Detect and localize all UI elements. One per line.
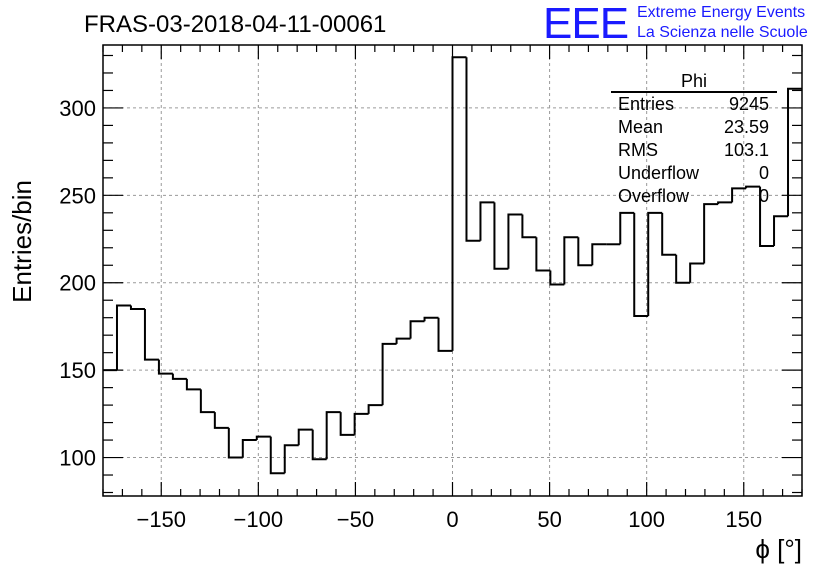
histogram-bin bbox=[507, 213, 523, 269]
eee-logo: EEE bbox=[543, 0, 629, 48]
y-tick-label: 100 bbox=[59, 446, 96, 471]
stats-label-underflow: Underflow bbox=[618, 163, 700, 183]
histogram-bin bbox=[549, 270, 565, 286]
histogram-bin bbox=[647, 211, 663, 316]
histogram-bin bbox=[731, 187, 747, 203]
histogram-bin bbox=[185, 378, 201, 391]
histogram-bin bbox=[759, 186, 775, 248]
brand-line-2: La Scienza nelle Scuole bbox=[637, 24, 808, 41]
histogram-bin bbox=[227, 427, 243, 459]
stats-value-rms: 103.1 bbox=[724, 140, 769, 160]
y-axis-label: Entries/bin bbox=[7, 180, 37, 303]
histogram-bin bbox=[311, 429, 327, 461]
histogram-bin bbox=[129, 305, 145, 310]
histogram-bin bbox=[283, 444, 299, 474]
histogram-bin bbox=[591, 243, 607, 266]
axis-ticks bbox=[102, 45, 803, 496]
x-tick-label: −150 bbox=[136, 507, 186, 532]
histogram-bin bbox=[353, 412, 369, 435]
histogram-bin bbox=[423, 316, 439, 322]
y-tick-labels: 100 150 200 250 300 bbox=[59, 96, 96, 471]
y-tick-label: 150 bbox=[59, 358, 96, 383]
histogram-bin bbox=[661, 212, 677, 256]
brand-line-1: Extreme Energy Events bbox=[637, 4, 806, 21]
chart-title: FRAS-03-2018-04-11-00061 bbox=[84, 11, 386, 38]
stats-value-overflow: 0 bbox=[759, 186, 769, 206]
histogram-bin bbox=[521, 214, 537, 239]
y-tick-label: 250 bbox=[59, 183, 96, 208]
stats-value-underflow: 0 bbox=[759, 163, 769, 183]
histogram-bin bbox=[787, 87, 802, 217]
x-tick-label: 0 bbox=[446, 507, 458, 532]
histogram-bin bbox=[773, 215, 789, 247]
histogram-bin bbox=[577, 237, 593, 267]
histogram-bin bbox=[633, 212, 649, 317]
histogram-bin bbox=[703, 203, 719, 264]
histogram-bin bbox=[297, 428, 313, 446]
histogram-bin bbox=[367, 404, 383, 414]
stats-box: Phi Entries 9245 Mean 23.59 RMS 103.1 Un… bbox=[611, 71, 777, 206]
histogram-bin bbox=[689, 262, 705, 283]
histogram-bin bbox=[241, 439, 257, 458]
x-tick-label: 150 bbox=[725, 507, 762, 532]
x-axis-label: ϕ [°] bbox=[755, 534, 802, 564]
histogram-bin bbox=[381, 342, 397, 406]
histogram bbox=[103, 56, 802, 475]
stats-label-rms: RMS bbox=[618, 140, 658, 160]
stats-value-mean: 23.59 bbox=[724, 117, 769, 137]
histogram-bin bbox=[199, 389, 215, 414]
x-tick-labels: −150 −100 −50 0 50 100 150 bbox=[136, 507, 762, 532]
histogram-bin bbox=[395, 337, 411, 344]
x-tick-label: 50 bbox=[537, 507, 561, 532]
stats-value-entries: 9245 bbox=[729, 94, 769, 114]
histogram-bin bbox=[535, 237, 551, 272]
x-tick-label: −50 bbox=[337, 507, 374, 532]
histogram-bin bbox=[717, 201, 733, 205]
histogram-bin bbox=[269, 436, 285, 475]
x-tick-label: 100 bbox=[628, 507, 665, 532]
histogram-bin bbox=[213, 412, 229, 429]
histogram-bin bbox=[157, 359, 173, 375]
histogram-bin bbox=[255, 435, 271, 441]
histogram-bin bbox=[409, 320, 425, 339]
histogram-bin bbox=[325, 411, 341, 460]
histogram-bin bbox=[479, 201, 495, 241]
eee-brand: EEE Extreme Energy Events La Scienza nel… bbox=[543, 2, 833, 46]
histogram-bin bbox=[563, 236, 579, 285]
histogram-bin bbox=[437, 317, 453, 352]
histogram-bin bbox=[143, 308, 159, 361]
y-tick-label: 200 bbox=[59, 271, 96, 296]
histogram-bin bbox=[115, 304, 131, 371]
histogram-bin bbox=[451, 56, 467, 351]
y-tick-label: 300 bbox=[59, 96, 96, 121]
histogram-bin bbox=[745, 185, 761, 189]
histogram-bin bbox=[493, 202, 509, 270]
stats-label-entries: Entries bbox=[618, 94, 674, 114]
histogram-bin bbox=[171, 373, 187, 380]
stats-label-overflow: Overflow bbox=[618, 186, 690, 206]
stats-label-mean: Mean bbox=[618, 117, 663, 137]
histogram-bin bbox=[619, 211, 635, 245]
histogram-bin bbox=[339, 412, 355, 436]
stats-name: Phi bbox=[681, 71, 707, 91]
histogram-bin bbox=[675, 254, 691, 284]
x-tick-label: −100 bbox=[234, 507, 284, 532]
histogram-bin bbox=[465, 57, 481, 242]
